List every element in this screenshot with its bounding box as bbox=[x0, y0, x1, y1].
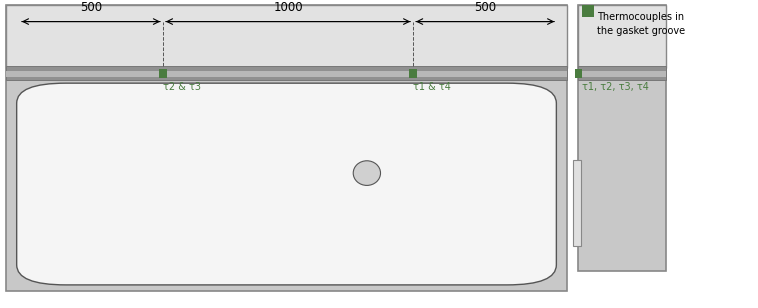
Bar bbox=[6, 71, 567, 77]
FancyBboxPatch shape bbox=[17, 83, 556, 285]
Text: 1000: 1000 bbox=[273, 1, 303, 14]
Bar bbox=[87, 162, 104, 185]
Bar bbox=[575, 68, 582, 78]
Bar bbox=[112, 166, 343, 181]
Bar bbox=[578, 71, 666, 77]
Bar bbox=[6, 5, 567, 291]
Text: 500: 500 bbox=[474, 1, 496, 14]
Bar bbox=[159, 68, 167, 78]
Bar bbox=[6, 5, 567, 68]
Text: τ1 & τ4: τ1 & τ4 bbox=[413, 82, 451, 91]
Bar bbox=[578, 5, 666, 271]
Text: 500: 500 bbox=[80, 1, 102, 14]
Bar bbox=[409, 68, 417, 78]
Text: Thermocouples in
the gasket groove: Thermocouples in the gasket groove bbox=[597, 12, 684, 36]
Ellipse shape bbox=[353, 161, 381, 185]
Text: τ1, τ2, τ3, τ4: τ1, τ2, τ3, τ4 bbox=[582, 82, 649, 91]
Bar bbox=[110, 162, 345, 185]
Bar bbox=[578, 66, 666, 80]
Text: τ2 & τ3: τ2 & τ3 bbox=[163, 82, 201, 91]
Bar bbox=[6, 66, 567, 80]
Bar bbox=[573, 160, 581, 246]
Bar bbox=[578, 5, 666, 68]
Bar bbox=[582, 5, 594, 17]
